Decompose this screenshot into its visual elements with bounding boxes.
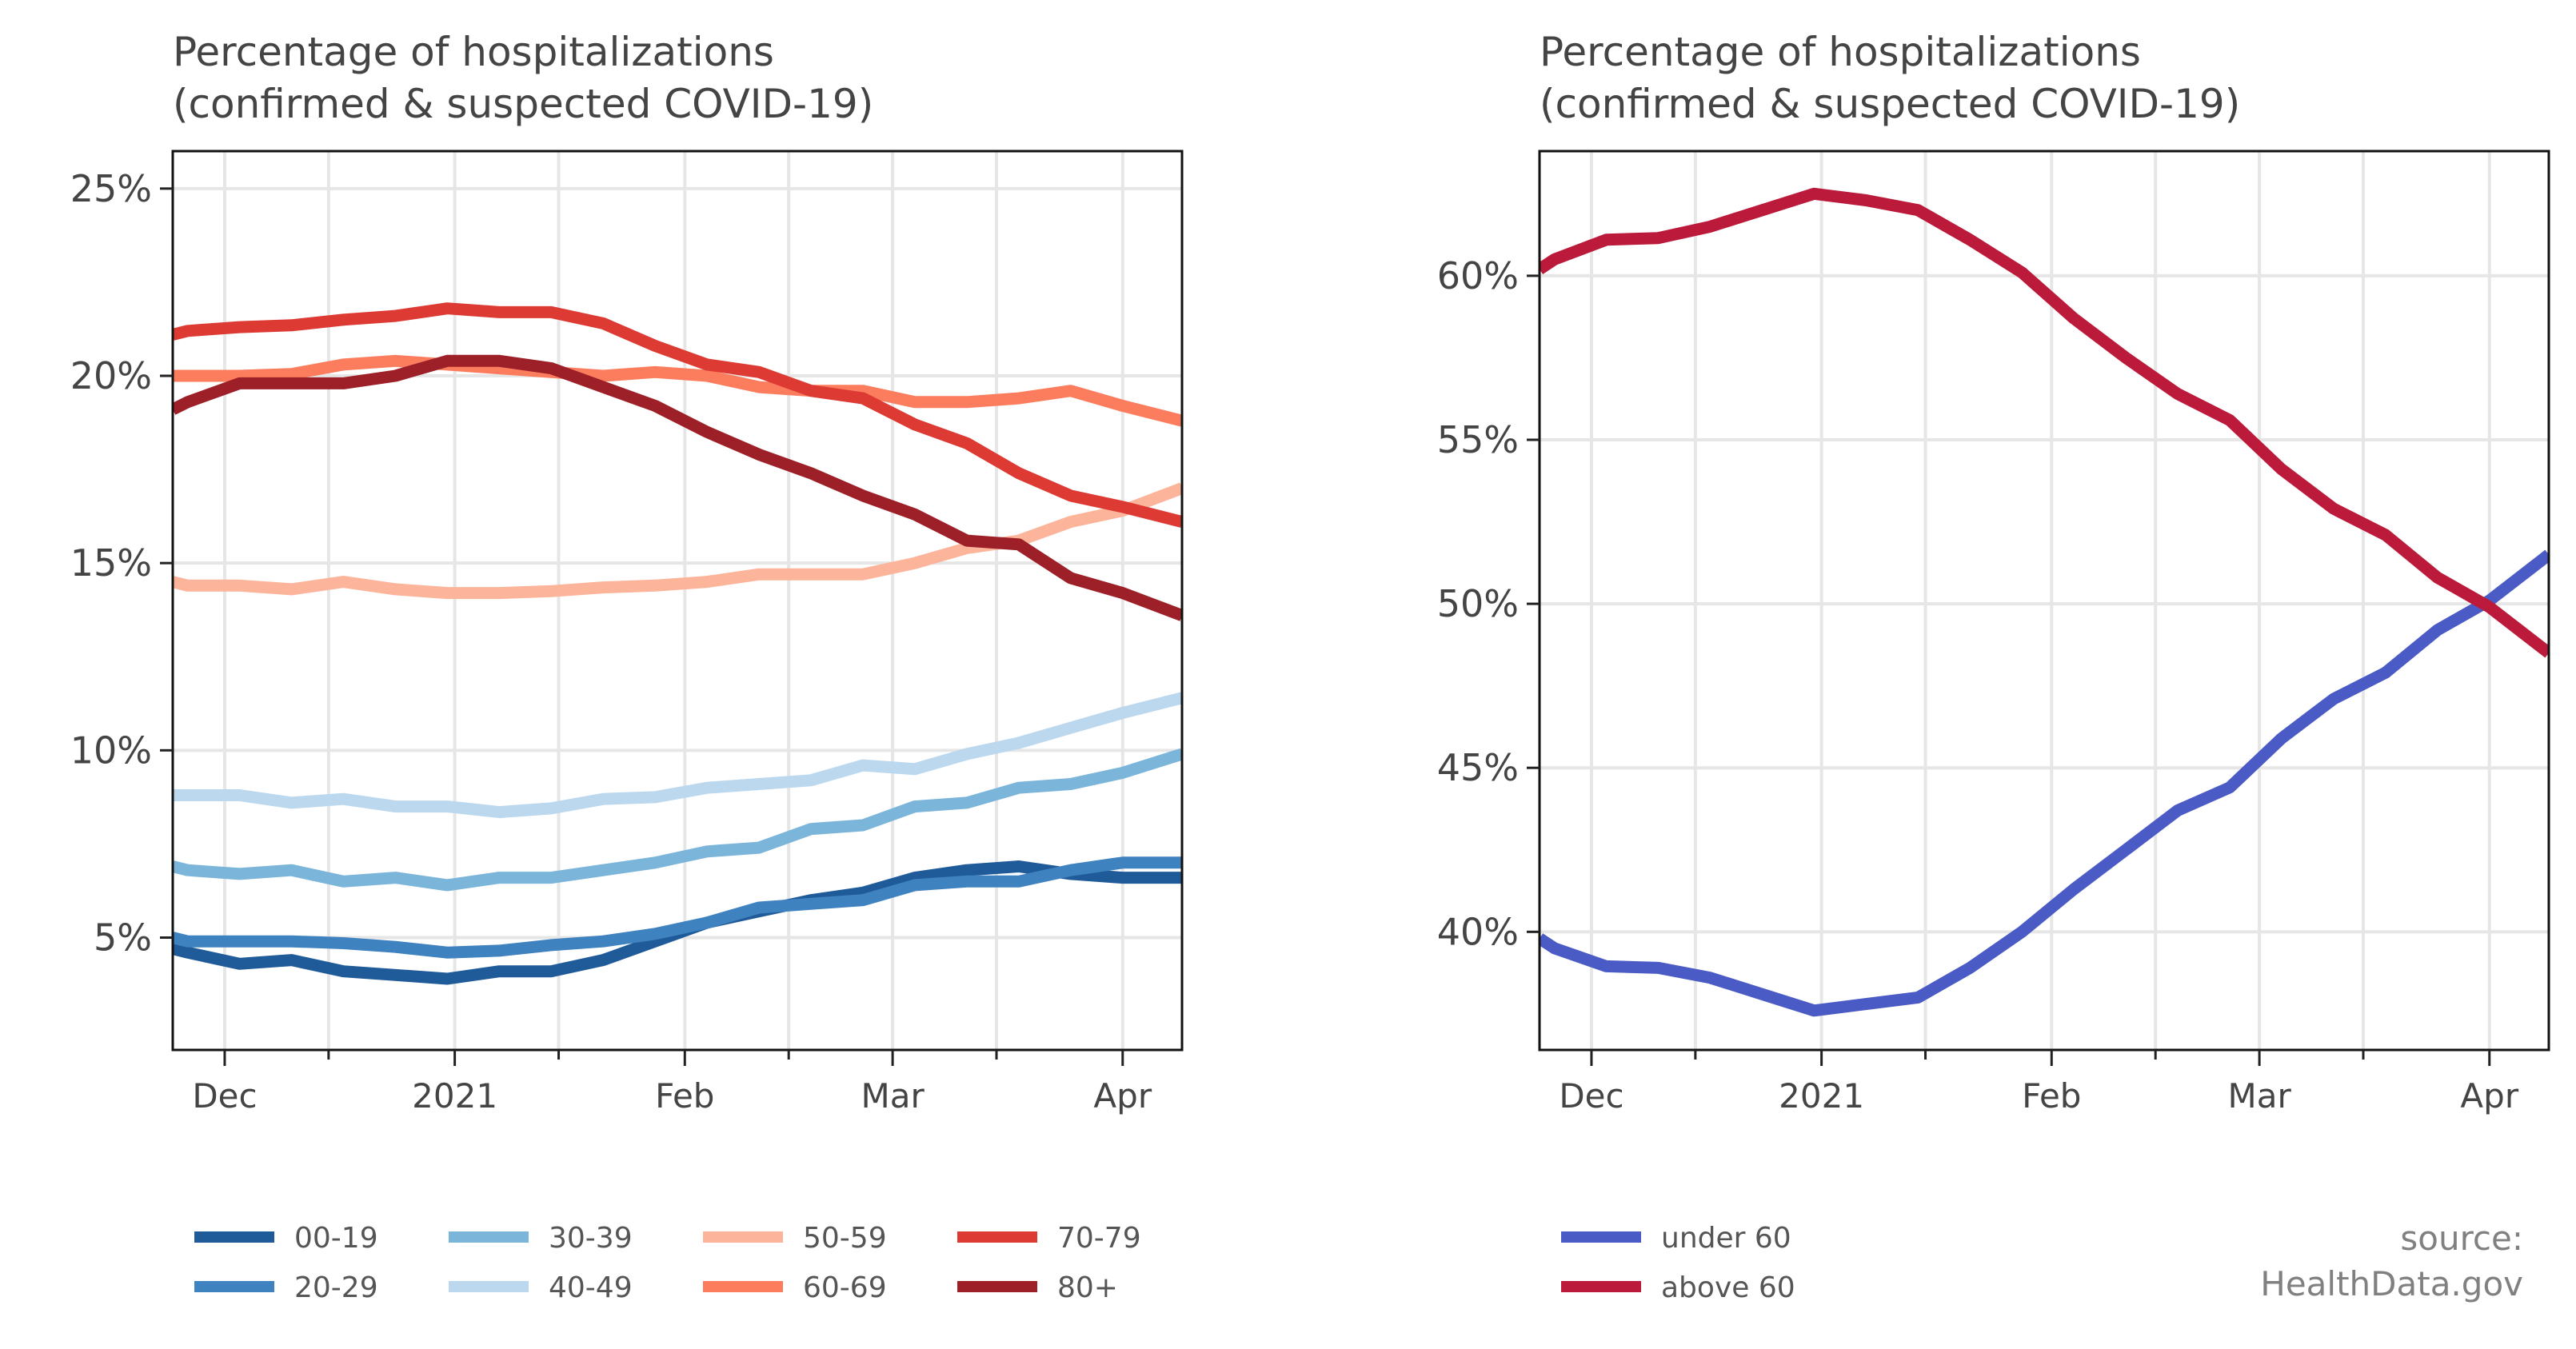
right-axis-ticks: 40% 45% 50% 55% 60% Dec 2021 Feb Mar Apr xyxy=(1437,254,2519,1116)
legend-label-80: 80+ xyxy=(1057,1271,1118,1304)
left-ytick-label: 15% xyxy=(70,541,152,585)
left-legend: 00-19 20-29 30-39 40-49 50-59 60-69 70-79 80+ xyxy=(194,1222,1141,1304)
age-groups-chart: Percentage of hospitalizations (confirme… xyxy=(70,29,1184,1304)
legend-label-60-69: 60-69 xyxy=(803,1271,887,1304)
source-name: HealthData.gov xyxy=(2260,1264,2523,1303)
source-label: source: xyxy=(2400,1219,2523,1258)
legend-label-30-39: 30-39 xyxy=(549,1222,633,1255)
series-line-40-49 xyxy=(173,692,1182,819)
left-xtick-label: 2021 xyxy=(412,1076,497,1116)
legend-label-40-49: 40-49 xyxy=(549,1271,633,1304)
right-ytick-label: 55% xyxy=(1437,418,1519,461)
series-line-60-69 xyxy=(173,354,1182,427)
left-ytick-label: 20% xyxy=(70,354,152,397)
right-series-lines xyxy=(1540,187,2549,1017)
right-xtick-label: Apr xyxy=(2460,1076,2518,1116)
legend-label-00-19: 00-19 xyxy=(294,1222,378,1255)
right-ytick-label: 60% xyxy=(1437,254,1519,297)
series-line-20-29 xyxy=(173,856,1182,959)
left-plot-frame xyxy=(171,150,1184,1052)
right-ytick-label: 45% xyxy=(1437,746,1519,789)
left-xtick-label: Dec xyxy=(192,1076,257,1116)
series-line-30-39 xyxy=(173,748,1182,892)
left-xtick-label: Apr xyxy=(1093,1076,1152,1116)
left-ytick-label: 25% xyxy=(70,167,152,210)
right-xtick-label: Mar xyxy=(2227,1076,2291,1116)
right-ytick-label: 50% xyxy=(1437,582,1519,625)
left-ytick-label: 10% xyxy=(70,728,152,772)
legend-label-20-29: 20-29 xyxy=(294,1271,378,1304)
right-xtick-label: Feb xyxy=(2022,1076,2081,1116)
legend-label-50-59: 50-59 xyxy=(803,1222,887,1255)
right-ytick-label: 40% xyxy=(1437,910,1519,953)
series-line-above-60 xyxy=(1540,187,2549,658)
left-xtick-label: Mar xyxy=(861,1076,925,1116)
series-line-80 xyxy=(173,354,1182,621)
right-plot-frame xyxy=(1538,150,2550,1052)
right-xtick-label: Dec xyxy=(1559,1076,1623,1116)
legend-label-above-60: above 60 xyxy=(1661,1271,1795,1304)
right-chart-title-line-1: Percentage of hospitalizations xyxy=(1540,29,2141,75)
left-axis-ticks: 5% 10% 15% 20% 25% Dec 2021 Feb Mar Apr xyxy=(70,167,1152,1116)
under-over-60-chart: Percentage of hospitalizations (confirme… xyxy=(1437,29,2550,1304)
series-line-70-79 xyxy=(173,302,1182,528)
legend-label-70-79: 70-79 xyxy=(1057,1222,1141,1255)
left-chart-title-line-1: Percentage of hospitalizations xyxy=(173,29,774,75)
series-line-under-60 xyxy=(1540,549,2549,1017)
right-legend: under 60 above 60 xyxy=(1561,1222,1795,1304)
right-chart-title-line-2: (confirmed & suspected COVID-19) xyxy=(1540,81,2240,127)
left-series-lines xyxy=(173,302,1182,985)
series-line-00-19 xyxy=(173,860,1182,985)
left-chart-title-line-2: (confirmed & suspected COVID-19) xyxy=(173,81,873,127)
left-xtick-label: Feb xyxy=(655,1076,714,1116)
left-ytick-label: 5% xyxy=(94,916,152,960)
legend-label-under-60: under 60 xyxy=(1661,1222,1791,1255)
right-xtick-label: 2021 xyxy=(1779,1076,1864,1116)
